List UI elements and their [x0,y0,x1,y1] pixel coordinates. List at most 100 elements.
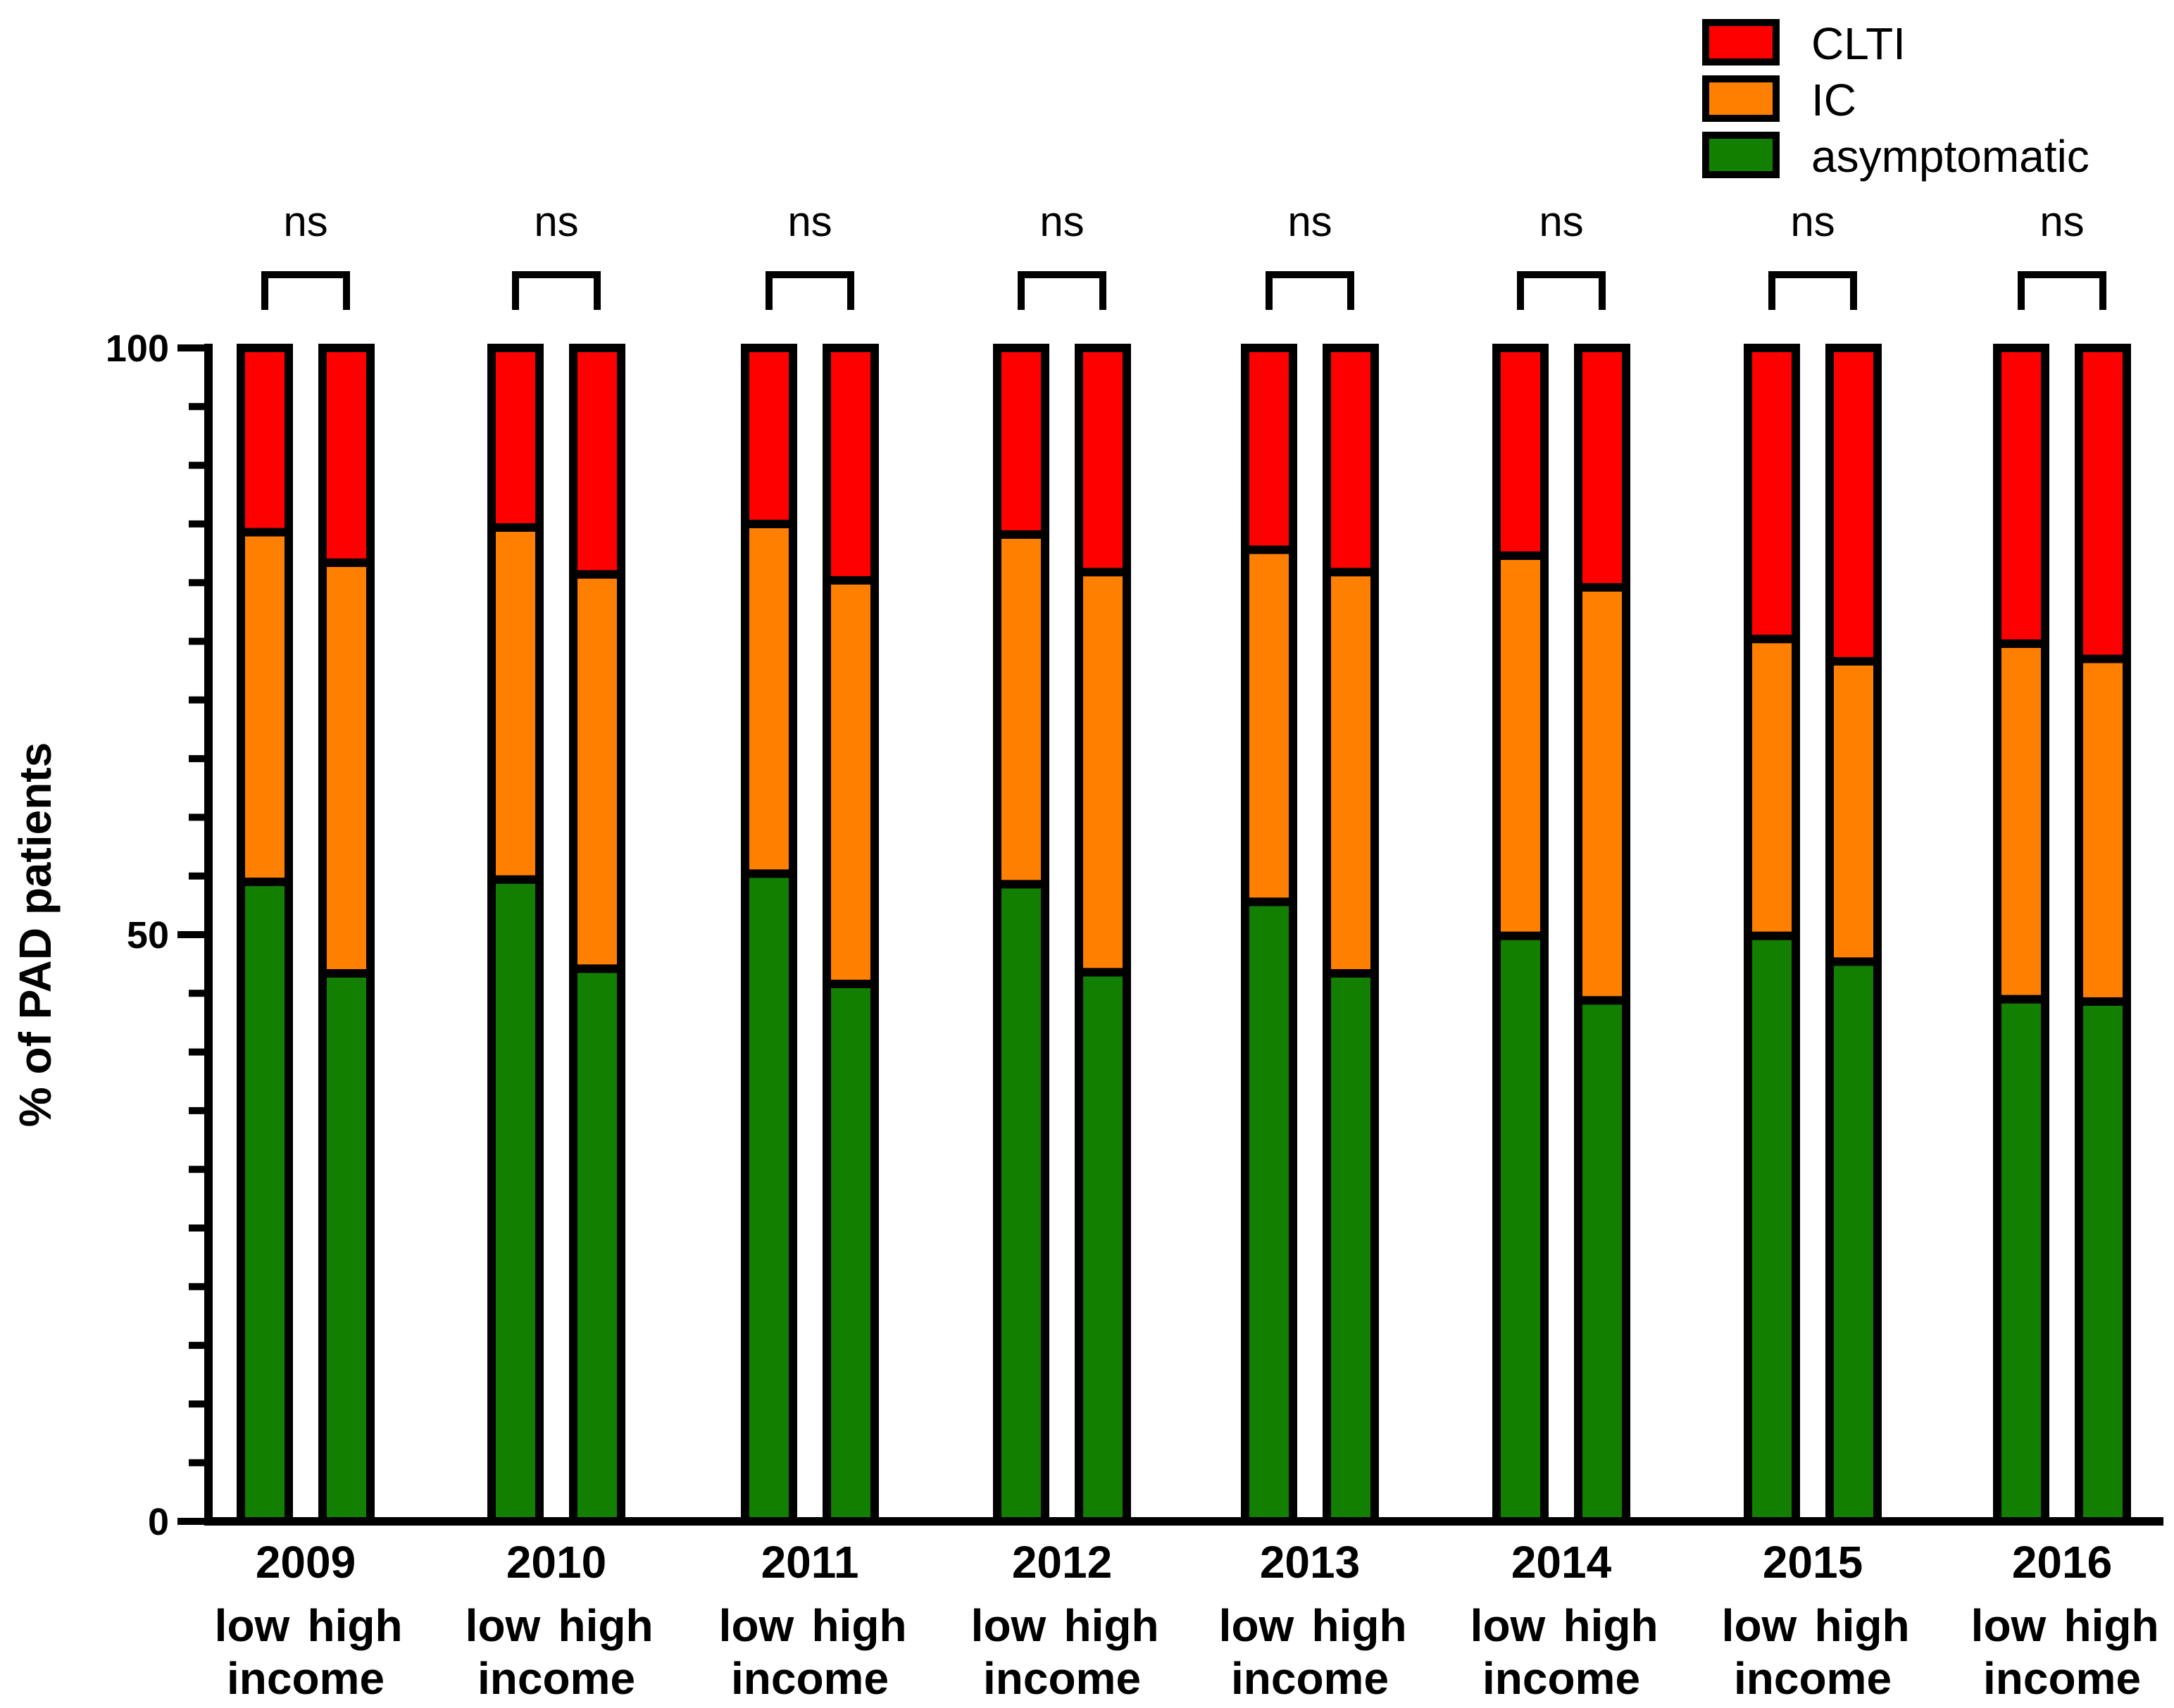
bar-2010-low-IC [487,523,544,884]
significance-bracket-2010 [512,271,601,310]
bar-2011-high-IC [823,575,879,988]
bar-2012-low-IC [993,530,1049,889]
bar-2014-high-IC [1574,582,1630,1005]
bar-2016-high-asymptomatic [2075,997,2131,1526]
x-group-label-2009-low: low [215,1600,290,1651]
x-sublabel-2009: income [227,1653,385,1704]
bar-2013-high-asymptomatic [1323,968,1379,1526]
x-tick-label-2015: 2015 [1763,1537,1863,1588]
y-tick-label-50: 50 [127,914,169,956]
bar-2011-high-CLTI [823,344,879,585]
significance-bracket-2015 [1768,271,1857,310]
significance-label-2015: ns [1790,198,1835,245]
x-sublabel-2016: income [1983,1653,2141,1704]
x-group-label-2014-high: high [1563,1600,1658,1651]
x-group-label-2011-high: high [811,1600,906,1651]
x-tick-label-2009: 2009 [256,1537,356,1588]
x-group-label-2010-high: high [558,1600,653,1651]
bar-2009-low-IC [237,528,293,887]
bar-2016-low-asymptomatic [1993,995,2049,1526]
significance-label-2012: ns [1039,198,1084,245]
bar-2009-high-CLTI [318,344,375,567]
bar-2010-high-CLTI [569,344,625,579]
bar-2014-high-asymptomatic [1574,996,1630,1526]
significance-label-2009: ns [283,198,327,245]
bar-2013-low-asymptomatic [1241,897,1297,1526]
bar-2011-low-IC [741,519,797,878]
bar-2013-low-CLTI [1241,344,1297,554]
bar-2009-low-asymptomatic [237,878,293,1526]
axes-layer: 0 50 100 % of PAD patients [10,328,2163,1543]
bar-2015-low-asymptomatic [1744,931,1800,1526]
bar-2015-low-CLTI [1744,344,1800,644]
bar-2014-low-asymptomatic [1492,931,1549,1526]
x-sublabel-2014: income [1482,1653,1640,1704]
x-group-label-2016-low: low [1971,1600,2047,1651]
legend-label-asymptomatic: asymptomatic [1811,131,2089,182]
bar-2016-high-IC [2075,654,2131,1006]
x-tick-label-2010: 2010 [506,1537,606,1588]
legend-label-IC: IC [1811,75,1856,125]
significance-bracket-2014 [1517,271,1606,310]
bars-layer [237,344,2131,1526]
bar-2014-low-CLTI [1492,344,1549,560]
x-sublabel-2015: income [1734,1653,1892,1704]
bar-2014-low-IC [1492,551,1549,940]
significance-bracket-2016 [2018,271,2106,310]
bar-2012-high-CLTI [1075,344,1131,577]
bar-2010-high-asymptomatic [569,964,625,1526]
y-axis-title: % of PAD patients [10,742,61,1127]
bar-2010-low-CLTI [487,344,544,532]
x-group-label-2013-low: low [1219,1600,1294,1651]
x-group-label-2010-low: low [466,1600,541,1651]
x-tick-label-2013: 2013 [1260,1537,1360,1588]
bar-2009-low-CLTI [237,344,293,537]
significance-bracket-2012 [1018,271,1106,310]
bar-2012-high-asymptomatic [1075,968,1131,1526]
x-group-label-2013-high: high [1311,1600,1406,1651]
bar-2010-high-IC [569,570,625,973]
significance-label-2010: ns [534,198,578,245]
significance-label-2011: ns [787,198,832,245]
x-tick-label-2012: 2012 [1012,1537,1112,1588]
x-sublabel-2011: income [731,1653,889,1704]
bar-2011-low-CLTI [741,344,797,528]
bar-2011-low-asymptomatic [741,869,797,1526]
x-group-label-2009-high: high [307,1600,402,1651]
x-tick-label-2011: 2011 [761,1537,859,1588]
x-group-label-2012-high: high [1063,1600,1158,1651]
x-sublabel-2013: income [1231,1653,1389,1704]
bar-2012-low-CLTI [993,344,1049,539]
significance-bracket-2011 [766,271,854,310]
y-tick-label-0: 0 [148,1501,169,1543]
x-sublabel-2010: income [477,1653,635,1704]
bar-2013-high-CLTI [1323,344,1379,577]
x-group-label-2014-low: low [1470,1600,1546,1651]
legend: CLTI IC asymptomatic [1702,18,2089,182]
bar-2013-high-IC [1323,568,1379,978]
bar-2009-high-IC [318,558,375,978]
bar-2012-low-asymptomatic [993,880,1049,1526]
bar-2015-high-asymptomatic [1825,957,1882,1526]
legend-swatch-asymptomatic [1702,132,1780,178]
x-group-label-2012-low: low [971,1600,1047,1651]
legend-label-CLTI: CLTI [1811,18,1906,69]
bar-2013-low-IC [1241,545,1297,906]
legend-swatch-CLTI [1702,19,1780,66]
significance-label-2014: ns [1539,198,1583,245]
bar-2015-high-IC [1825,656,1882,966]
x-tick-label-2016: 2016 [2012,1537,2112,1588]
y-tick-label-100: 100 [106,328,169,370]
bar-2011-high-asymptomatic [823,979,879,1526]
x-sublabel-2012: income [983,1653,1141,1704]
bar-2012-high-IC [1075,568,1131,977]
bar-2016-low-IC [1993,639,2049,1004]
x-group-label-2011-low: low [719,1600,794,1651]
bar-2015-low-IC [1744,635,1800,940]
significance-bracket-2009 [261,271,350,310]
bar-2016-low-CLTI [1993,344,2049,648]
significance-bracket-2013 [1266,271,1354,310]
significance-label-2016: ns [2039,198,2084,245]
